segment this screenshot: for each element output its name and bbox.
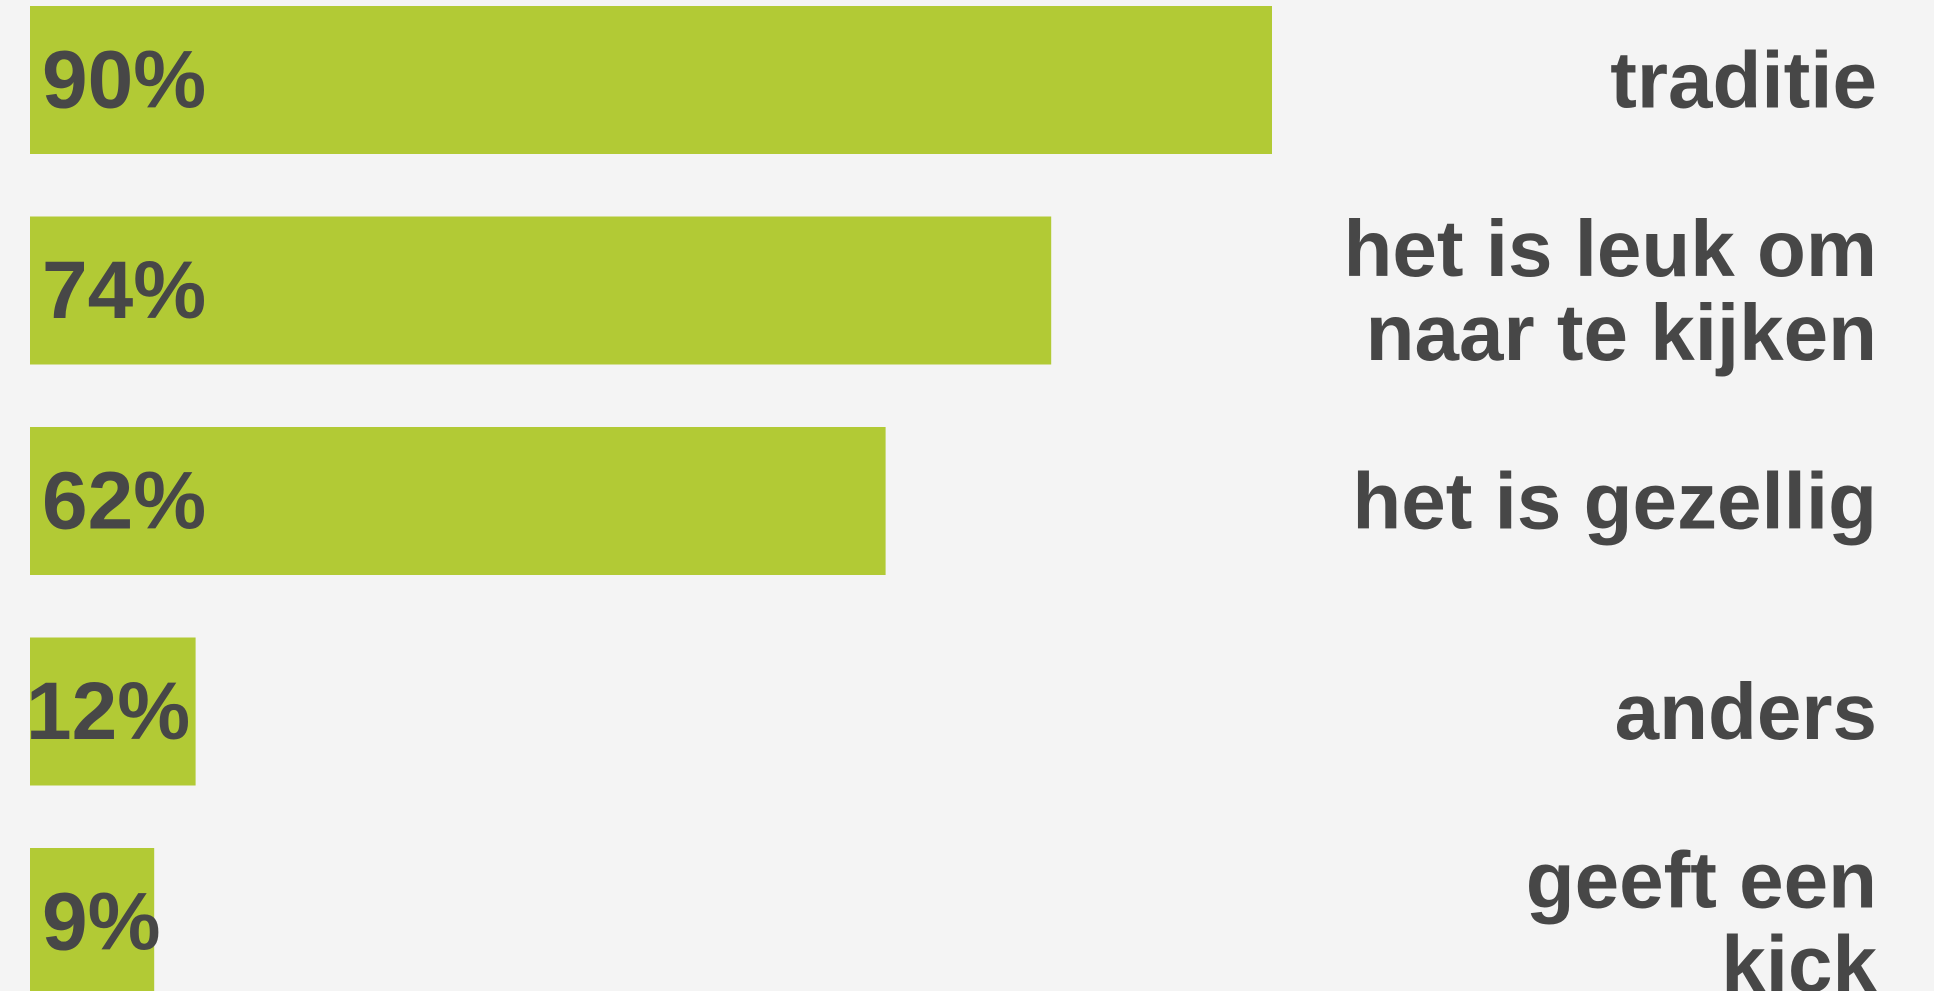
category-label-line: anders bbox=[1615, 667, 1877, 756]
category-label-line: geeft een bbox=[1526, 836, 1877, 925]
bar bbox=[30, 6, 1272, 154]
bar-value-label: 62% bbox=[42, 456, 206, 547]
bar-value-label: 9% bbox=[42, 877, 161, 968]
category-label: anders bbox=[1615, 667, 1877, 756]
bar-value-label: 74% bbox=[42, 245, 206, 336]
category-label: het is leuk om naar te kijken bbox=[1344, 204, 1877, 377]
value-labels: 90% 74% 62% 12% 9% bbox=[26, 35, 206, 968]
category-label-line: kick bbox=[1721, 920, 1877, 991]
category-label: geeft een kick bbox=[1526, 836, 1878, 991]
bars-layer bbox=[30, 6, 1272, 991]
bar-value-label: 90% bbox=[42, 35, 206, 126]
category-label-line: het is leuk om bbox=[1344, 204, 1877, 293]
category-label-line: traditie bbox=[1610, 36, 1877, 125]
category-label-line: het is gezellig bbox=[1352, 457, 1877, 546]
bar bbox=[30, 216, 1052, 365]
bar bbox=[30, 637, 196, 786]
category-label: het is gezellig bbox=[1352, 457, 1877, 546]
category-label: traditie bbox=[1610, 36, 1877, 125]
bar-value-label: 12% bbox=[26, 666, 190, 757]
bar bbox=[30, 427, 886, 575]
category-label-line: naar te kijken bbox=[1366, 288, 1877, 377]
bar bbox=[30, 848, 155, 991]
